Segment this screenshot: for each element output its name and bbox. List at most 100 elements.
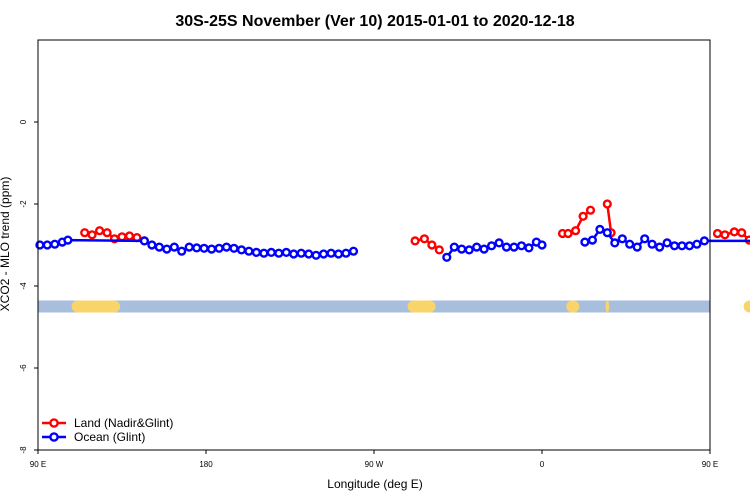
data-point — [487, 241, 497, 251]
data-point — [296, 248, 306, 258]
data-point — [244, 246, 254, 256]
data-point — [662, 238, 672, 248]
data-point — [266, 247, 276, 258]
data-point — [677, 241, 687, 251]
data-point — [311, 250, 321, 260]
chart-title: 30S-25S November (Ver 10) 2015-01-01 to … — [175, 13, 574, 30]
data-point — [537, 240, 547, 250]
legend: Land (Nadir&Glint)Ocean (Glint) — [42, 416, 173, 444]
data-point — [632, 242, 642, 252]
legend-marker — [49, 432, 59, 442]
data-point — [229, 243, 239, 253]
data-point — [124, 231, 135, 241]
data-point — [602, 199, 612, 209]
series-0 — [80, 199, 750, 255]
surface-band-ocean — [38, 300, 710, 313]
data-point — [585, 205, 596, 215]
data-point — [348, 246, 359, 256]
data-point — [610, 238, 620, 248]
surface-band-land-2 — [566, 300, 580, 313]
data-point — [699, 236, 710, 246]
series-line — [606, 203, 613, 233]
data-point — [94, 226, 105, 236]
data-point — [654, 242, 665, 252]
data-point — [289, 249, 299, 259]
data-point — [442, 252, 452, 262]
data-point — [457, 244, 467, 254]
surface-band — [38, 300, 750, 313]
data-point — [304, 249, 314, 259]
data-point — [720, 230, 730, 240]
data-point — [192, 243, 202, 253]
data-point — [169, 242, 179, 252]
data-point — [319, 249, 329, 259]
y-tick-label: 0 — [19, 119, 28, 124]
data-point — [729, 227, 739, 237]
series-layer — [35, 199, 750, 262]
data-point — [494, 238, 504, 248]
data-point — [326, 248, 336, 258]
data-point — [580, 237, 590, 247]
data-point — [563, 228, 573, 239]
data-point — [274, 248, 284, 258]
data-point — [516, 241, 527, 251]
surface-band-land-0 — [71, 300, 121, 313]
y-axis: 0 -2 -4 -6 -8 — [19, 119, 38, 454]
data-point — [341, 248, 351, 258]
data-point — [87, 230, 97, 240]
data-point — [214, 243, 224, 253]
data-point — [419, 234, 430, 244]
data-point — [669, 241, 680, 251]
data-point — [50, 239, 60, 249]
data-point — [259, 248, 269, 258]
data-point — [684, 241, 695, 251]
x-tick-label: 90 W — [365, 460, 384, 469]
data-point — [207, 244, 217, 254]
x-tick-label: 180 — [199, 460, 213, 469]
legend-marker — [49, 418, 59, 428]
data-point — [578, 211, 588, 221]
data-point — [479, 244, 489, 254]
data-point — [449, 242, 459, 252]
x-axis-label: Longitude (deg E) — [327, 477, 422, 491]
surface-band-land-1 — [407, 300, 436, 313]
data-point — [177, 246, 187, 256]
data-point — [139, 236, 150, 246]
data-point — [509, 242, 519, 252]
data-point — [501, 242, 512, 252]
legend-label: Ocean (Glint) — [74, 430, 145, 444]
plot-frame — [37, 39, 711, 451]
data-point — [464, 245, 474, 255]
data-point — [737, 228, 747, 238]
surface-band-land-3 — [605, 300, 610, 313]
series-1 — [35, 224, 750, 262]
y-axis-label: XCO2 - MLO trend (ppm) — [0, 177, 12, 312]
data-point — [63, 235, 73, 245]
data-point — [427, 240, 437, 250]
data-point — [712, 228, 723, 239]
data-point — [102, 228, 112, 238]
data-point — [42, 240, 52, 250]
data-point — [410, 236, 420, 246]
data-point — [625, 239, 635, 249]
data-point — [281, 247, 291, 258]
legend-label: Land (Nadir&Glint) — [74, 416, 173, 430]
legend-item-1: Ocean (Glint) — [42, 430, 145, 444]
x-tick-label: 90 E — [702, 460, 718, 469]
y-tick-label: -8 — [19, 446, 28, 454]
data-point — [333, 249, 344, 259]
data-point — [602, 228, 612, 238]
data-point — [692, 239, 702, 249]
data-point — [199, 243, 209, 253]
data-point — [117, 232, 127, 242]
data-point — [524, 243, 534, 253]
data-point — [587, 235, 598, 245]
data-point — [236, 245, 247, 255]
data-point — [162, 244, 172, 254]
data-point — [472, 242, 482, 252]
data-point — [251, 247, 262, 258]
x-tick-label: 0 — [540, 460, 545, 469]
data-point — [647, 239, 657, 249]
data-point — [147, 240, 157, 250]
